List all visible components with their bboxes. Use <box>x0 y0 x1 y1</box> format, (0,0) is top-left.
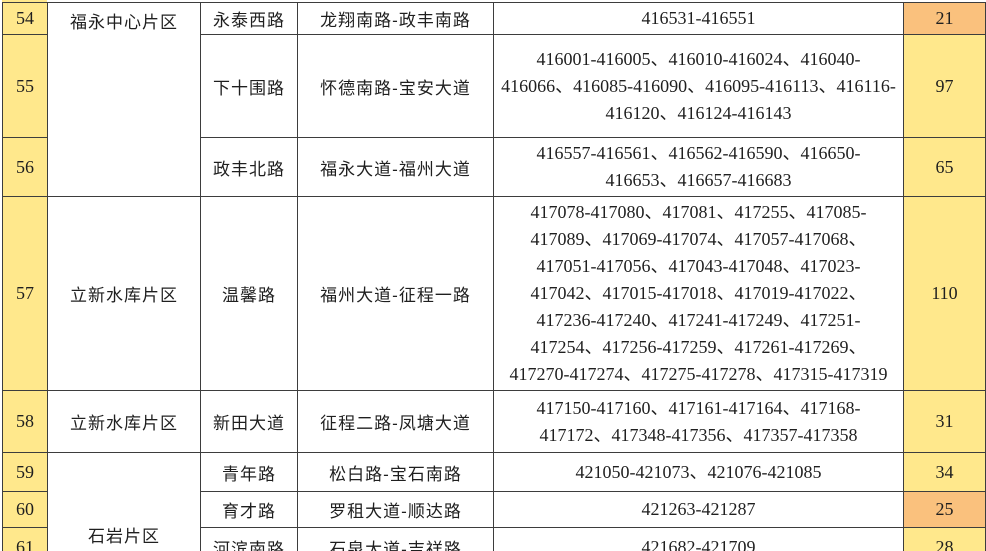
road-cell: 育才路 <box>200 491 298 528</box>
row-index-cell: 54 <box>2 2 48 35</box>
ranges-cell: 416557-416561、416562-416590、416650-41665… <box>493 137 904 197</box>
row-index-cell: 56 <box>2 137 48 197</box>
road-cell: 永泰西路 <box>200 2 298 35</box>
ranges-cell: 416531-416551 <box>493 2 904 35</box>
row-index-cell: 59 <box>2 452 48 492</box>
cropped-row-above-remnant <box>2 0 47 3</box>
count-cell: 34 <box>903 452 986 492</box>
segment-cell: 征程二路-凤塘大道 <box>297 390 494 453</box>
row-index-cell: 55 <box>2 34 48 138</box>
table-row: 59 石岩片区 青年路 松白路-宝石南路 421050-421073、42107… <box>2 452 986 551</box>
row-index-cell: 61 <box>2 527 48 551</box>
district-cell: 立新水库片区 <box>47 196 201 391</box>
row-index-cell: 57 <box>2 196 48 391</box>
ranges-cell: 421263-421287 <box>493 491 904 528</box>
count-cell: 21 <box>903 2 986 35</box>
table-row: 54 福永中心片区 永泰西路 龙翔南路-政丰南路 416531-416551 2… <box>2 2 986 197</box>
segment-cell: 石泉大道-吉祥路 <box>297 527 494 551</box>
district-cell: 福永中心片区 <box>47 2 201 197</box>
ranges-cell: 417150-417160、417161-417164、417168-41717… <box>493 390 904 453</box>
segment-cell: 龙翔南路-政丰南路 <box>297 2 494 35</box>
road-cell: 政丰北路 <box>200 137 298 197</box>
district-cell: 立新水库片区 <box>47 390 201 453</box>
count-cell: 25 <box>903 491 986 528</box>
road-cell: 河滨南路 <box>200 527 298 551</box>
count-cell: 65 <box>903 137 986 197</box>
segment-cell: 罗租大道-顺达路 <box>297 491 494 528</box>
ranges-cell: 416001-416005、416010-416024、416040-41606… <box>493 34 904 138</box>
segment-cell: 福永大道-福州大道 <box>297 137 494 197</box>
table-row: 56 政丰北路 福永大道-福州大道 416557-416561、416562-4… <box>2 137 986 197</box>
table-row: 55 下十围路 怀德南路-宝安大道 416001-416005、416010-4… <box>2 34 986 138</box>
count-cell: 31 <box>903 390 986 453</box>
ranges-cell: 421050-421073、421076-421085 <box>493 452 904 492</box>
segment-cell: 松白路-宝石南路 <box>297 452 494 492</box>
count-cell: 110 <box>903 196 986 391</box>
row-index-cell: 58 <box>2 390 48 453</box>
road-cell: 青年路 <box>200 452 298 492</box>
ranges-cell: 417078-417080、417081、417255、417085-41708… <box>493 196 904 391</box>
ranges-cell: 421682-421709 <box>493 527 904 551</box>
district-cell: 石岩片区 <box>47 452 201 551</box>
table-row: 57 立新水库片区 温馨路 福州大道-征程一路 417078-417080、41… <box>2 196 986 391</box>
road-cell: 下十围路 <box>200 34 298 138</box>
row-index-cell: 60 <box>2 491 48 528</box>
segment-cell: 怀德南路-宝安大道 <box>297 34 494 138</box>
road-cell: 温馨路 <box>200 196 298 391</box>
table-row: 61 河滨南路 石泉大道-吉祥路 421682-421709 28 <box>2 527 986 551</box>
count-cell: 28 <box>903 527 986 551</box>
count-cell: 97 <box>903 34 986 138</box>
road-cell: 新田大道 <box>200 390 298 453</box>
table-row: 60 育才路 罗租大道-顺达路 421263-421287 25 <box>2 491 986 528</box>
table-row: 58 立新水库片区 新田大道 征程二路-凤塘大道 417150-417160、4… <box>2 390 986 453</box>
segment-cell: 福州大道-征程一路 <box>297 196 494 391</box>
